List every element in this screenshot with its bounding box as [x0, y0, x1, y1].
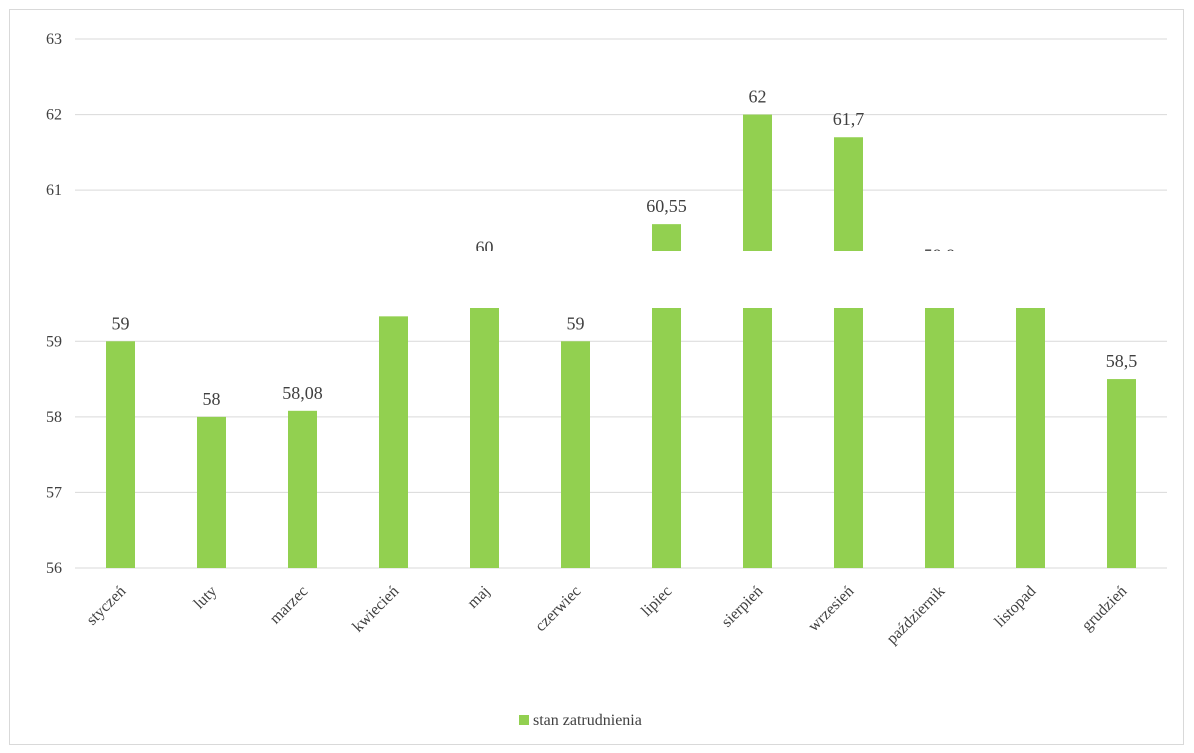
y-tick-label: 62	[46, 107, 62, 124]
data-label: 61,7	[833, 109, 865, 129]
data-label: 58,5	[1106, 351, 1138, 371]
data-label: 58,08	[282, 383, 323, 403]
y-tick-label: 58	[46, 409, 62, 426]
bar	[106, 341, 135, 568]
bar	[379, 316, 408, 568]
y-tick-label: 56	[46, 560, 62, 577]
data-label: 62	[749, 87, 767, 107]
y-tick-label: 63	[46, 31, 62, 48]
bar	[470, 265, 499, 568]
bar	[1016, 284, 1045, 568]
bar	[743, 114, 772, 569]
bar	[1107, 379, 1136, 568]
bar	[561, 341, 590, 568]
data-label: 60,55	[646, 196, 687, 216]
y-tick-label: 61	[46, 182, 62, 199]
data-label: 58	[203, 389, 221, 409]
legend-swatch	[519, 715, 529, 725]
data-label: 59	[567, 313, 585, 333]
y-tick-label: 57	[46, 484, 62, 501]
legend: stan zatrudnienia	[519, 712, 642, 729]
data-label: 59	[112, 313, 130, 333]
bar	[925, 273, 954, 568]
chart-border	[9, 9, 1184, 745]
y-tick-labels: 56 57 58 59 61 62 63	[46, 31, 62, 577]
bar	[834, 137, 863, 568]
legend-label: stan zatrudnienia	[533, 712, 642, 729]
y-tick-label: 59	[46, 333, 62, 350]
bar	[288, 410, 317, 568]
white-gap	[10, 251, 1183, 308]
bar	[197, 416, 226, 568]
